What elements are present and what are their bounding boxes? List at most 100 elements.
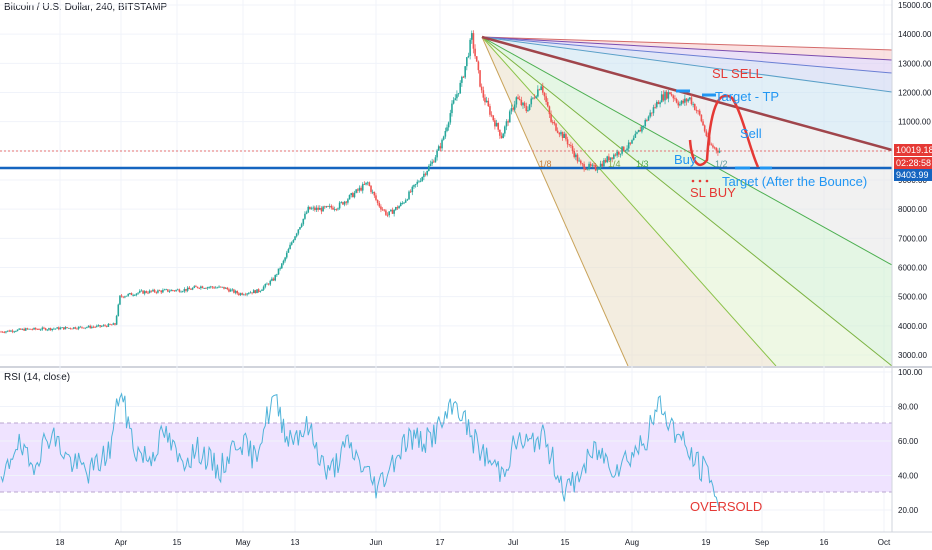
- fan-line: [481, 36, 892, 366]
- candle-body: [285, 252, 288, 258]
- candle-body: [305, 212, 308, 214]
- price-tick-label: 7000.00: [898, 234, 927, 243]
- candle-body: [213, 287, 215, 289]
- candle-body: [390, 209, 392, 212]
- candle-body: [358, 187, 361, 191]
- candle-body: [343, 201, 346, 205]
- candle-body: [38, 329, 40, 330]
- candle-body: [542, 86, 544, 93]
- candle-body: [188, 287, 191, 290]
- candle-body: [238, 293, 240, 295]
- candle-body: [599, 163, 602, 169]
- candle-body: [561, 132, 564, 138]
- candle-body: [609, 157, 612, 161]
- candle-body: [459, 82, 462, 94]
- pane-separator[interactable]: [0, 366, 932, 368]
- candle-body: [492, 115, 495, 121]
- time-tick-label: May: [235, 538, 250, 547]
- candle-body: [34, 327, 37, 330]
- candle-body: [560, 132, 562, 135]
- candle-body: [632, 137, 635, 141]
- candle-body: [56, 327, 58, 329]
- candle-body: [575, 154, 577, 158]
- candle-body: [175, 289, 177, 291]
- candle-body: [637, 129, 640, 133]
- candle-body: [309, 206, 311, 210]
- candle-body: [178, 289, 181, 292]
- candle-body: [21, 328, 24, 330]
- candle-body: [424, 173, 427, 175]
- candle-body: [563, 134, 566, 138]
- candle-body: [107, 323, 110, 327]
- candle-body: [500, 135, 503, 139]
- candle-body: [670, 94, 673, 96]
- candle-body: [67, 327, 70, 329]
- candle-body: [28, 328, 30, 330]
- candle-body: [5, 331, 7, 333]
- candle-body: [428, 166, 430, 171]
- fan-line: [481, 36, 777, 366]
- rsi-tick-label: 100.00: [898, 368, 923, 377]
- candle-body: [538, 89, 541, 91]
- candle-body: [660, 94, 663, 103]
- rsi-grid: [0, 371, 892, 511]
- candle-body: [315, 207, 318, 210]
- projection-path: [688, 94, 760, 168]
- candle-body: [135, 293, 138, 296]
- candle-body: [622, 146, 625, 152]
- candle-body: [337, 208, 339, 210]
- candle-body: [631, 140, 633, 144]
- time-tick-label: 13: [291, 538, 300, 547]
- candle-body: [342, 202, 344, 205]
- candle-body: [581, 163, 584, 165]
- candle-body: [310, 208, 313, 210]
- candle-body: [51, 328, 54, 331]
- gann-fan[interactable]: [481, 36, 892, 366]
- candle-body: [537, 89, 539, 97]
- sell-label: Sell: [740, 126, 762, 141]
- candle-body: [457, 93, 460, 95]
- candle-body: [408, 191, 410, 200]
- resistance-trendline[interactable]: [481, 35, 893, 152]
- candle-body: [442, 136, 445, 140]
- candle-body: [593, 164, 595, 166]
- candle-body: [162, 290, 164, 293]
- candle-body: [241, 293, 243, 295]
- candle-body: [261, 289, 263, 291]
- candle-body: [119, 295, 121, 305]
- candle-body: [570, 145, 572, 146]
- candle-body: [499, 129, 501, 136]
- candle-body: [41, 327, 44, 330]
- candle-body: [677, 102, 680, 106]
- candle-body: [271, 278, 273, 281]
- candle-body: [418, 181, 420, 183]
- candle-body: [419, 180, 422, 182]
- candle-body: [439, 146, 442, 149]
- rsi-axis[interactable]: 100.00 80.00 60.00 40.00 20.00: [898, 368, 923, 515]
- candle-body: [528, 104, 531, 111]
- sl-sell-label: SL SELL: [712, 66, 763, 81]
- candle-body: [274, 275, 277, 281]
- price-tick-label: 13000.00: [898, 59, 932, 68]
- candle-body: [388, 211, 390, 216]
- rsi-tick-label: 40.00: [898, 472, 919, 481]
- candle-body: [251, 292, 253, 294]
- candle-body: [507, 121, 509, 123]
- time-axis[interactable]: 18 Apr 15 May 13 Jun 17 Jul 15 Aug 19 Sep 16 Oct: [56, 538, 891, 547]
- candle-body: [406, 199, 409, 201]
- candle-body: [550, 114, 552, 122]
- candle-body: [191, 287, 194, 290]
- candle-body: [272, 278, 275, 281]
- candle-body: [578, 160, 580, 162]
- candle-body: [347, 199, 349, 203]
- candle-body: [214, 287, 217, 289]
- candle-body: [669, 92, 671, 95]
- candle-body: [431, 161, 433, 164]
- candle-body: [180, 291, 182, 293]
- candle-body: [441, 139, 443, 149]
- candle-body: [226, 287, 229, 290]
- candle-body: [373, 191, 376, 196]
- candle-body: [624, 150, 627, 152]
- candle-body: [307, 206, 310, 213]
- candle-body: [700, 114, 703, 122]
